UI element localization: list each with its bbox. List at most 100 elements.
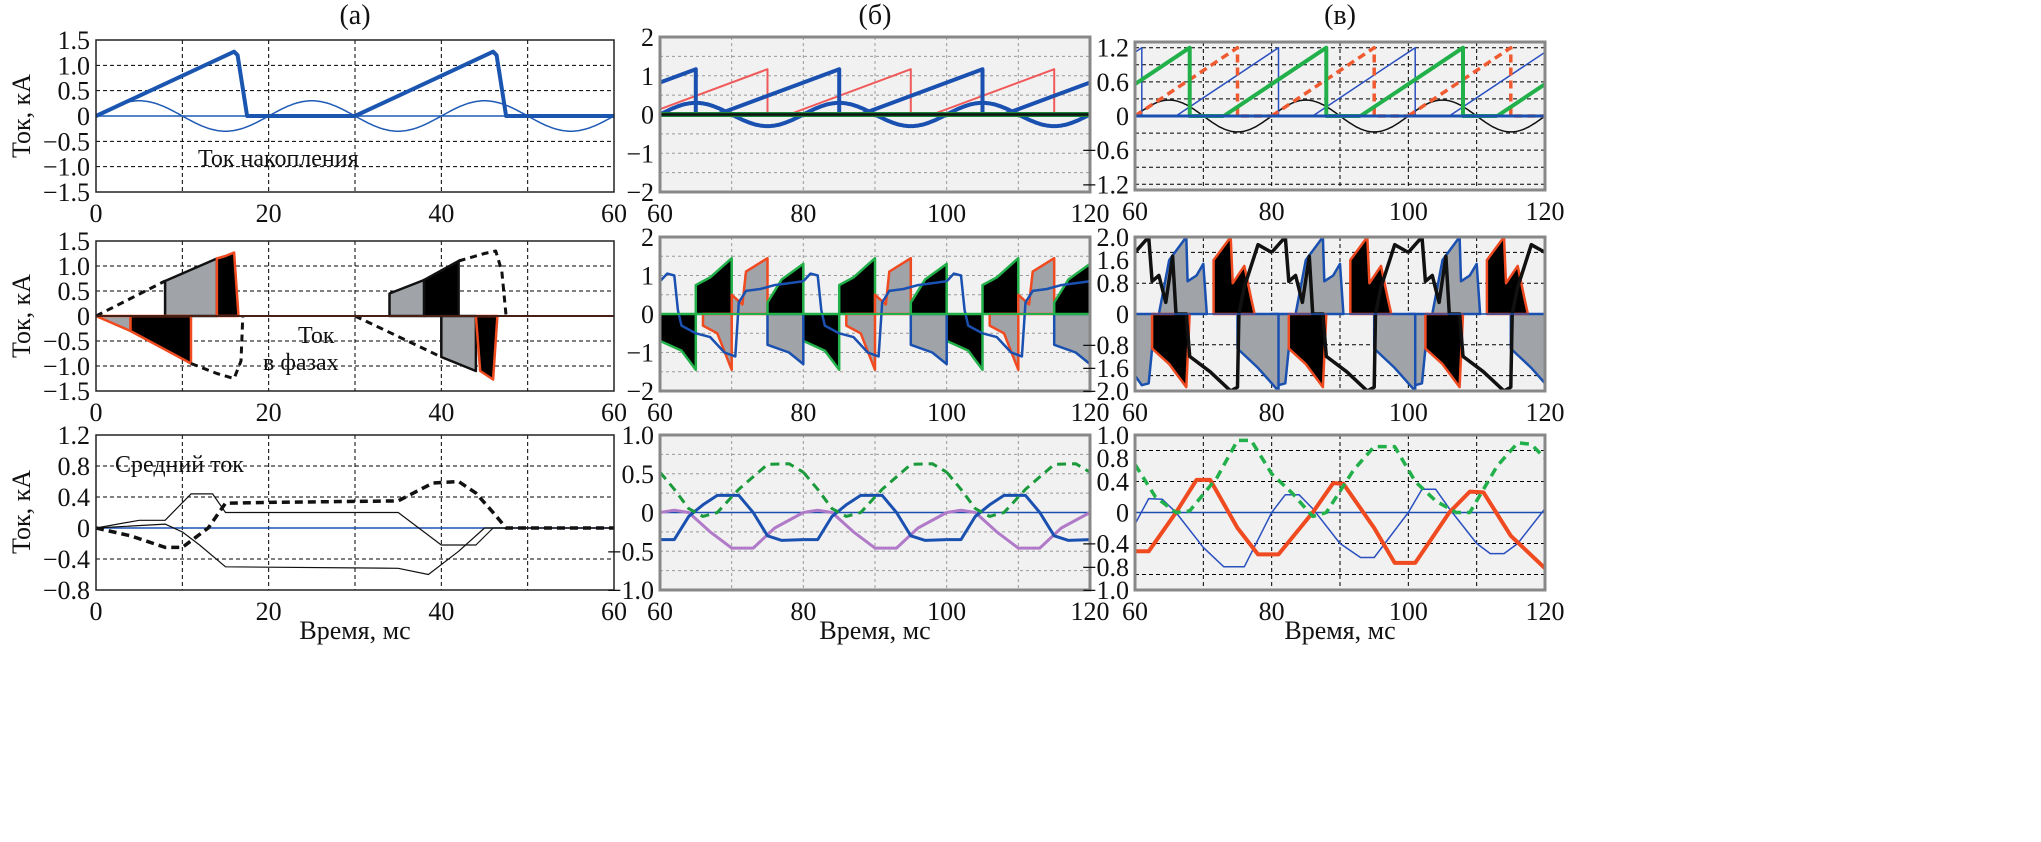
x-tick-label: 100 bbox=[1389, 197, 1428, 226]
series-0-line bbox=[788, 68, 912, 116]
plot-frame bbox=[658, 433, 1092, 592]
series-11-line bbox=[458, 249, 508, 317]
series-1-line bbox=[1175, 46, 1280, 117]
series-group bbox=[96, 49, 614, 132]
series-1-line bbox=[716, 67, 842, 117]
series-1-line bbox=[96, 493, 614, 546]
y-tick-label: −1.0 bbox=[1082, 576, 1129, 605]
series-group bbox=[1135, 237, 1545, 391]
plot-frame bbox=[1133, 433, 1547, 592]
x-axis-label-b: Время, мс bbox=[819, 616, 931, 645]
y-axis-label-row2: Ток, кА bbox=[7, 274, 36, 358]
y-tick-label: 1.5 bbox=[58, 227, 91, 256]
x-tick-label: 120 bbox=[1526, 398, 1565, 427]
y-tick-label: −0.8 bbox=[1082, 331, 1129, 360]
series-5-line bbox=[1135, 237, 1273, 391]
series-0-line bbox=[660, 68, 769, 115]
y-tick-label: 0.6 bbox=[1097, 68, 1130, 97]
series-5-line bbox=[1406, 237, 1545, 391]
y-tick-label: −1.5 bbox=[43, 178, 90, 207]
y-tick-label: 1.0 bbox=[1097, 421, 1130, 450]
series-9-line bbox=[190, 315, 245, 380]
y-tick-label: −1.0 bbox=[43, 153, 90, 182]
y-tick-label: −2 bbox=[626, 377, 654, 406]
series-1-area bbox=[215, 251, 240, 318]
panel-b1: 2 1 0 −1 −260 80 100 120 bbox=[626, 23, 1110, 228]
grid bbox=[660, 37, 1090, 192]
annotation-average-current: Средний ток bbox=[115, 452, 244, 478]
y-tick-label: −1.0 bbox=[43, 352, 90, 381]
y-tick-label: 2 bbox=[641, 23, 654, 52]
y-tick-label: −1 bbox=[626, 339, 654, 368]
series-group bbox=[1135, 45, 1545, 133]
series-1-line bbox=[1135, 46, 1143, 116]
x-tick-label: 100 bbox=[1389, 597, 1428, 626]
y-tick-label: 1.6 bbox=[1097, 246, 1130, 275]
series-2-line bbox=[1135, 477, 1545, 570]
x-tick-label: 0 bbox=[90, 199, 103, 228]
y-tick-label: −2.0 bbox=[1082, 377, 1129, 406]
x-tick-label: 80 bbox=[790, 597, 816, 626]
series-3-line bbox=[802, 462, 948, 518]
y-axis-label-row3: Ток, кА bbox=[7, 470, 36, 554]
panel-c1: 1.2 0.6 0 −0.6 −1.260 80 100 120 bbox=[1082, 34, 1565, 226]
x-tick-label: 60 bbox=[601, 199, 627, 228]
series-2-line bbox=[803, 493, 947, 542]
y-tick-label: 0.5 bbox=[58, 77, 91, 106]
y-tick-label: 0.5 bbox=[622, 460, 655, 489]
series-3-line bbox=[660, 462, 805, 518]
x-tick-label: 60 bbox=[647, 597, 673, 626]
column-title-b: (б) bbox=[858, 0, 892, 31]
y-tick-label: 1.5 bbox=[58, 26, 91, 55]
annotation-storage-current: Ток накопления bbox=[198, 146, 359, 172]
y-tick-label: 1 bbox=[641, 262, 654, 291]
y-tick-label: −1.6 bbox=[1082, 354, 1129, 383]
y-tick-label: 2 bbox=[641, 223, 654, 252]
x-tick-label: 20 bbox=[256, 199, 282, 228]
series-1-line bbox=[803, 508, 948, 550]
panel-a3: 1.20.80.40−0.4−0.80 20 40 60 bbox=[43, 421, 627, 626]
x-tick-label: 100 bbox=[927, 398, 966, 427]
y-tick-label: 1.2 bbox=[1097, 34, 1130, 63]
y-tick-label: −0.8 bbox=[43, 576, 90, 605]
x-tick-label: 80 bbox=[790, 398, 816, 427]
y-tick-label: −0.6 bbox=[1082, 136, 1129, 165]
series-5-line bbox=[1270, 237, 1410, 391]
plot-frame bbox=[658, 35, 1092, 194]
x-tick-label: 60 bbox=[601, 398, 627, 427]
y-tick-label: 1 bbox=[641, 62, 654, 91]
y-tick-label: −0.8 bbox=[1082, 553, 1129, 582]
plot-frame bbox=[1133, 40, 1547, 192]
y-tick-label: 0 bbox=[641, 300, 654, 329]
plot-frame bbox=[95, 240, 615, 392]
y-tick-label: 1.0 bbox=[622, 421, 655, 450]
x-tick-label: 80 bbox=[790, 199, 816, 228]
plot-frame bbox=[95, 39, 615, 193]
series-2-line bbox=[96, 49, 614, 118]
x-tick-label: 40 bbox=[428, 199, 454, 228]
y-tick-label: 1.0 bbox=[58, 252, 91, 281]
grid bbox=[660, 435, 1090, 590]
column-title-a: (а) bbox=[339, 0, 371, 31]
x-tick-label: 80 bbox=[1259, 197, 1285, 226]
x-tick-label: 60 bbox=[1122, 197, 1148, 226]
annotation-phase-current-line2: в фазах bbox=[263, 350, 339, 376]
y-tick-label: −0.4 bbox=[1082, 530, 1129, 559]
plot-frame bbox=[1133, 235, 1547, 393]
x-tick-label: 100 bbox=[1389, 398, 1428, 427]
panel-c3: 1.00.80.40−0.4−0.8−1.060 80 100 120 bbox=[1082, 421, 1565, 626]
y-tick-label: 0.4 bbox=[58, 483, 91, 512]
panel-b3: 1.0 0.5 0 −0.5 −1.060 80 100 120 bbox=[607, 421, 1110, 626]
series-6-line bbox=[802, 272, 947, 358]
y-tick-label: 0 bbox=[641, 499, 654, 528]
x-tick-label: 120 bbox=[1071, 199, 1110, 228]
panel-a1: 1.51.00.50−0.5−1.0−1.50 20 40 60 bbox=[43, 26, 627, 228]
y-tick-label: 0.5 bbox=[58, 277, 91, 306]
x-tick-label: 0 bbox=[90, 597, 103, 626]
panel-a2: 1.51.00.50−0.5−1.0−1.50 20 40 60 bbox=[43, 227, 627, 427]
series-1-line bbox=[660, 67, 698, 115]
x-tick-label: 80 bbox=[1259, 398, 1285, 427]
y-tick-label: 2.0 bbox=[1097, 223, 1130, 252]
series-8-line bbox=[96, 279, 166, 318]
